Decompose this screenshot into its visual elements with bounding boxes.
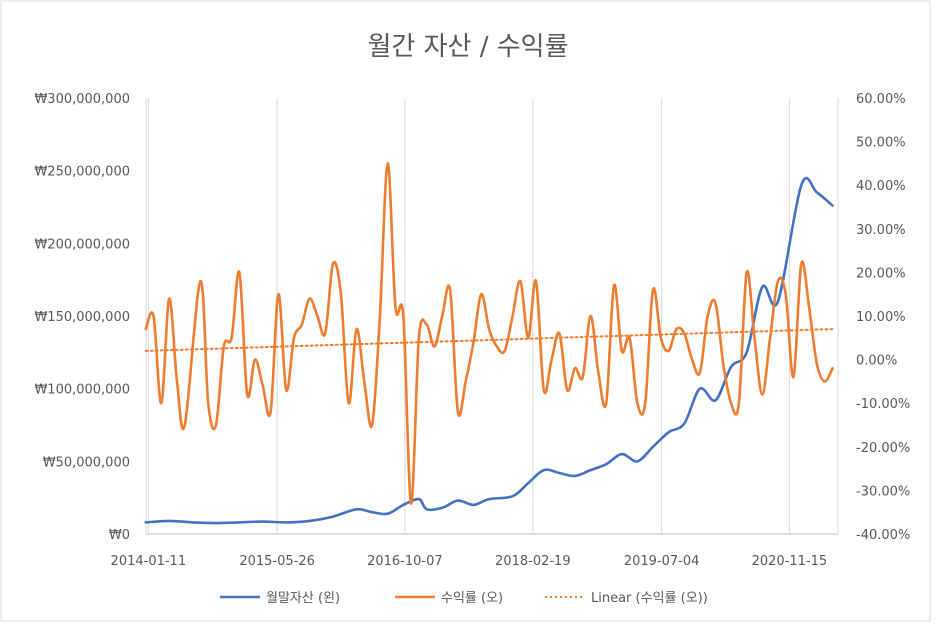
legend-asset: 월말자산 (왼)	[220, 591, 340, 606]
y-left-tick-label: ₩150,000,000	[34, 310, 130, 325]
return-series-line	[144, 162, 834, 505]
asset-series-line	[144, 176, 834, 525]
y-right-tick-label: -40.00%	[856, 528, 910, 543]
x-tick-label: 2020-11-15	[752, 554, 828, 569]
x-tick-label: 2016-10-07	[367, 554, 443, 569]
y-left-tick-label: ₩100,000,000	[34, 383, 130, 398]
legend-return: 수익률 (오)	[395, 591, 503, 606]
x-tick-label: 2015-05-26	[239, 554, 315, 569]
y-right-tick-label: 20.00%	[856, 266, 906, 281]
legend-linear-label: Linear (수익률 (오))	[591, 591, 708, 606]
vertical-gridlines	[147, 98, 790, 534]
y-right-tick-label: 0.00%	[856, 354, 897, 369]
x-tick-label: 2019-07-04	[624, 554, 700, 569]
x-tick-label: 2014-01-11	[111, 554, 187, 569]
y-right-tick-label: 60.00%	[856, 92, 906, 107]
y-left-tick-label: ₩250,000,000	[34, 165, 130, 180]
x-tick-label: 2018-02-19	[495, 554, 571, 569]
y-right-tick-label: 10.00%	[856, 310, 906, 325]
y-left-tick-label: ₩50,000,000	[43, 455, 130, 470]
legend-linear: Linear (수익률 (오))	[545, 591, 708, 606]
y-left-tick-label: ₩300,000,000	[34, 92, 130, 107]
chart-title: 월간 자산 / 수익률	[368, 32, 569, 62]
y-left-tick-label: ₩200,000,000	[34, 237, 130, 252]
y-right-tick-label: 30.00%	[856, 223, 906, 238]
y-right-tick-label: 50.00%	[856, 136, 906, 151]
axes: 2014-01-11 2015-05-26 2016-10-07 2018-02-19…	[34, 92, 910, 569]
y-left-tick-label: ₩0	[109, 528, 130, 543]
legend-return-label: 수익률 (오)	[441, 591, 503, 606]
y-right-tick-label: -30.00%	[856, 484, 910, 499]
series-layer	[144, 162, 834, 525]
y-right-tick-label: -10.00%	[856, 397, 910, 412]
y-right-tick-label: 40.00%	[856, 179, 906, 194]
legend: 월말자산 (왼) 수익률 (오) Linear (수익률 (오))	[220, 591, 708, 606]
legend-asset-label: 월말자산 (왼)	[266, 591, 340, 606]
y-right-tick-label: -20.00%	[856, 441, 910, 456]
linear-trend-line	[144, 328, 834, 352]
